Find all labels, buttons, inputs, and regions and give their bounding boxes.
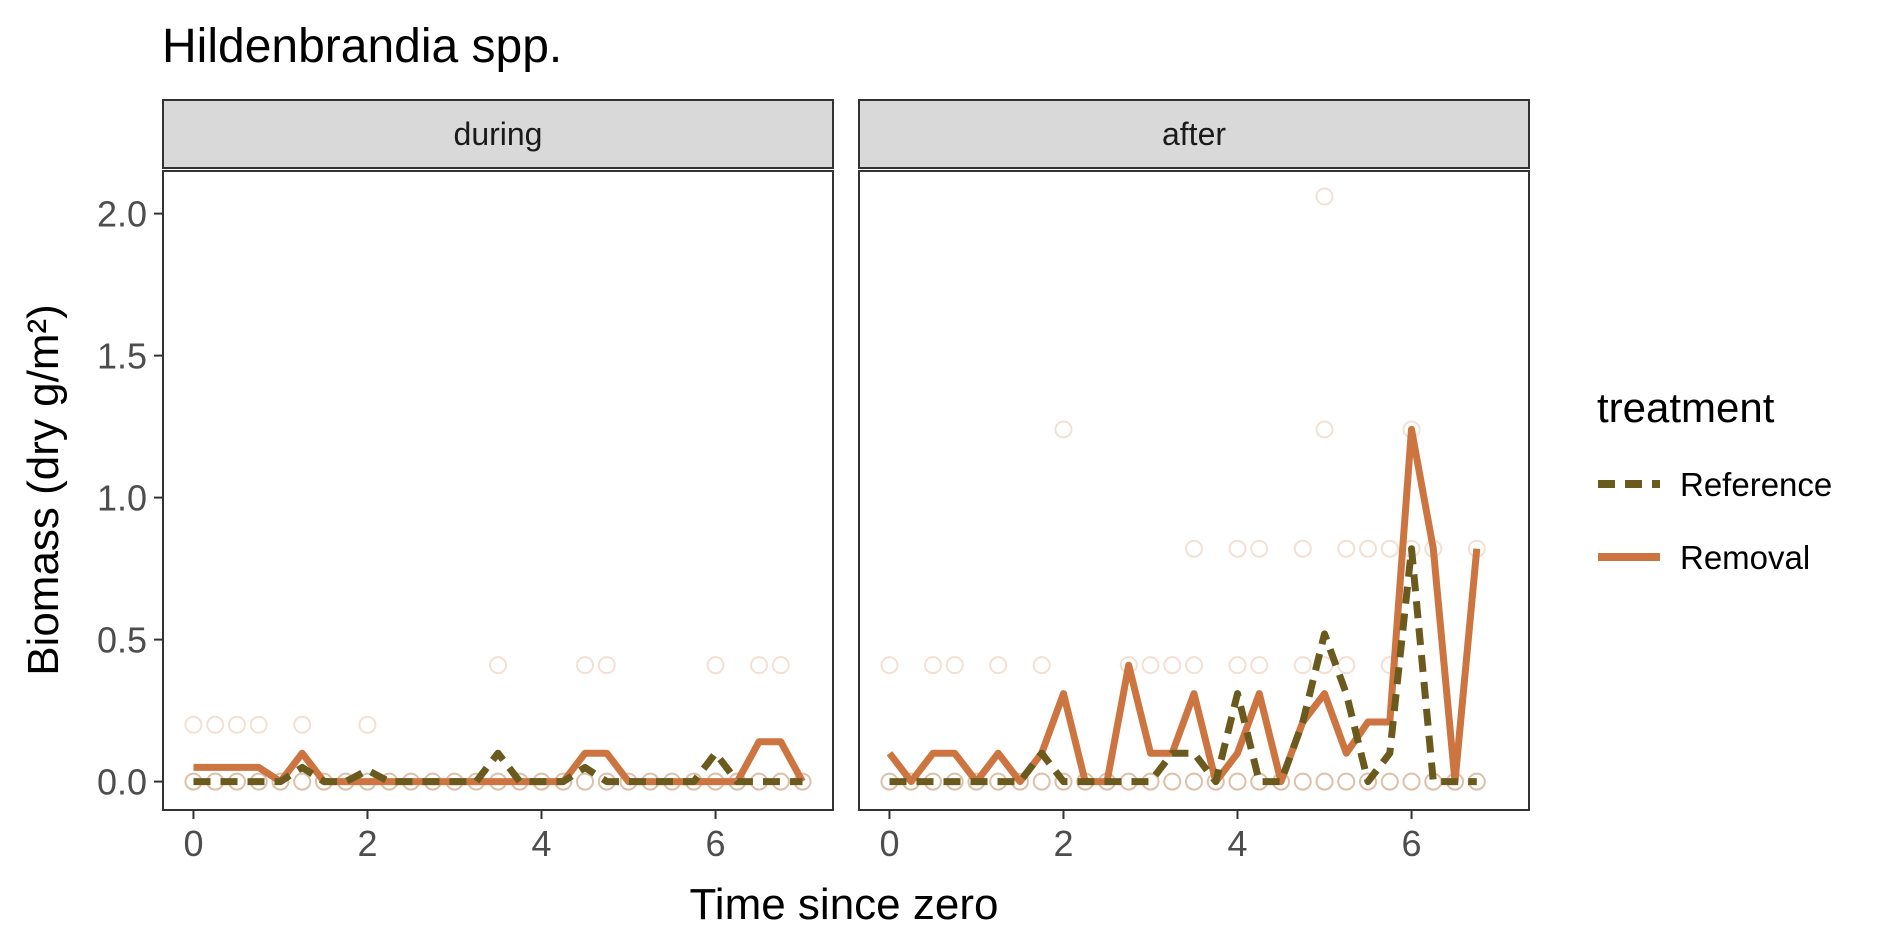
data-point <box>1359 539 1378 558</box>
data-point <box>1185 772 1203 791</box>
data-point <box>1054 772 1073 791</box>
chart-title: Hildenbrandia spp. <box>162 20 562 73</box>
data-point <box>227 715 246 734</box>
data-point <box>293 715 312 734</box>
y-axis-label: Biomass (dry g/m²) <box>19 304 68 676</box>
x-tick-label: 2 <box>357 823 377 864</box>
data-point <box>1337 772 1356 791</box>
data-point <box>1228 772 1247 791</box>
data-point <box>1337 539 1356 558</box>
y-tick-label: 0.0 <box>97 762 147 803</box>
data-point <box>597 656 616 675</box>
data-point <box>1163 772 1182 791</box>
data-point <box>1293 656 1312 675</box>
series-line-reference <box>193 749 803 786</box>
y-axis: 0.0 0.5 1.0 1.5 2.0 <box>97 194 163 803</box>
data-point <box>1337 656 1356 675</box>
data-point <box>945 656 964 675</box>
facet-panel-after: after 0 2 4 6 <box>858 99 1530 864</box>
x-tick-label: 2 <box>1053 823 1073 864</box>
series-line-removal <box>193 738 806 786</box>
data-point <box>989 656 1008 675</box>
facet-strip-label: after <box>1162 116 1226 152</box>
data-point <box>1163 656 1182 675</box>
x-tick-label: 0 <box>183 823 203 864</box>
legend: treatment Reference Removal <box>1597 384 1832 576</box>
x-tick-label: 4 <box>531 823 551 864</box>
x-tick-label: 0 <box>879 823 899 864</box>
series-line-reference <box>889 545 1477 786</box>
facet-panels: during 0 2 4 6 after 0 2 4 6 0.0 0.5 1.0 1.5 2.0 <box>97 99 1530 864</box>
data-point <box>1185 656 1203 675</box>
legend-label: Removal <box>1680 539 1810 576</box>
data-point <box>249 715 268 734</box>
x-tick-label: 4 <box>1227 823 1247 864</box>
facet-panel-during: during 0 2 4 6 <box>162 99 834 864</box>
data-point <box>271 772 290 791</box>
data-point <box>880 656 899 675</box>
data-point <box>1032 656 1051 675</box>
data-point <box>1293 772 1312 791</box>
data-point <box>1380 539 1399 558</box>
data-point <box>706 656 725 675</box>
y-tick-label: 1.0 <box>97 478 147 519</box>
x-axis-label: Time since zero <box>690 880 999 929</box>
data-point <box>1315 772 1334 791</box>
facet-strip <box>162 99 834 169</box>
legend-title: treatment <box>1597 384 1775 431</box>
data-point <box>771 656 790 675</box>
y-tick-label: 1.5 <box>97 336 147 377</box>
x-tick-label: 6 <box>706 823 726 864</box>
data-point <box>1293 539 1312 558</box>
data-point <box>1380 772 1399 791</box>
panel-border <box>162 170 834 811</box>
legend-label: Reference <box>1680 466 1832 503</box>
data-point <box>1032 772 1051 791</box>
data-point <box>358 715 377 734</box>
data-point <box>1054 420 1073 439</box>
data-point <box>1185 539 1203 558</box>
data-point <box>923 656 942 675</box>
data-point <box>1228 656 1247 675</box>
data-point <box>1359 772 1378 791</box>
data-point <box>1315 420 1334 439</box>
data-point <box>293 772 312 791</box>
data-point <box>1141 656 1160 675</box>
data-point <box>1250 539 1269 558</box>
y-tick-label: 2.0 <box>97 194 147 235</box>
data-point <box>1228 539 1247 558</box>
data-point <box>1315 187 1334 206</box>
data-point <box>1402 772 1421 791</box>
raw-points <box>184 656 812 791</box>
data-point <box>576 772 595 791</box>
data-point <box>206 715 225 734</box>
legend-keys: Reference Removal <box>1598 466 1832 576</box>
data-point <box>1250 656 1269 675</box>
facet-strip <box>858 99 1530 169</box>
series-line-removal <box>886 425 1481 786</box>
y-tick-label: 0.5 <box>97 620 147 661</box>
data-point <box>750 656 769 675</box>
data-point <box>184 715 203 734</box>
x-tick-label: 6 <box>1402 823 1422 864</box>
data-point <box>1380 656 1399 675</box>
facet-strip-label: during <box>454 116 543 152</box>
data-point <box>576 656 595 675</box>
data-point <box>489 656 507 675</box>
